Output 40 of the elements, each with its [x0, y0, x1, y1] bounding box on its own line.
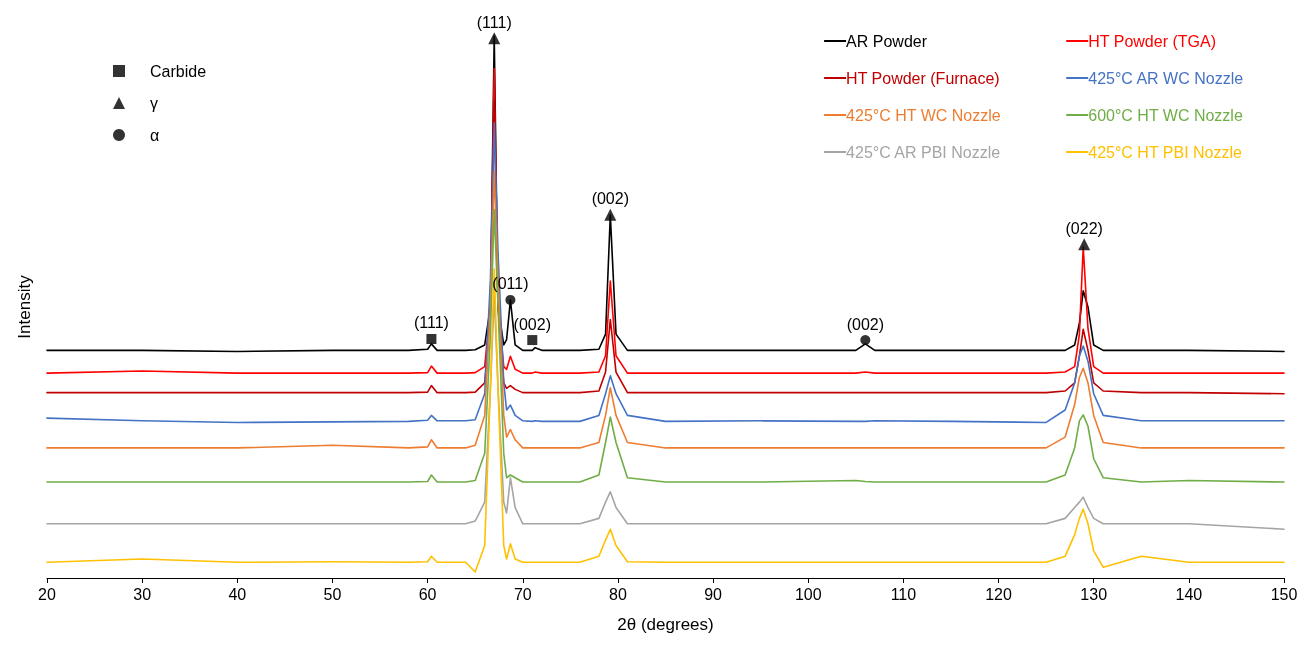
point: [505, 294, 516, 305]
legend-label: 600°C HT WC Nozzle: [1088, 106, 1243, 124]
legend-label: HT Powder (Furnace): [846, 69, 1000, 87]
legend-label: HT Powder (TGA): [1088, 32, 1216, 50]
point: [604, 208, 617, 221]
x-tick-label: 120: [985, 585, 1012, 603]
x-tick-label: 110: [890, 585, 917, 603]
legend-label: γ: [150, 94, 158, 112]
x-tick-label: 50: [323, 585, 342, 603]
legend-label: AR Powder: [846, 32, 928, 50]
legend-label: 425°C HT WC Nozzle: [846, 106, 1001, 124]
x-tick-label: 20: [38, 585, 56, 603]
legend-label: 425°C AR WC Nozzle: [1088, 69, 1244, 87]
annotation: (002): [591, 190, 629, 208]
x-tick-label: 40: [228, 585, 247, 603]
annotation: (022): [1065, 219, 1103, 237]
x-tick-label: 150: [1270, 585, 1298, 603]
point: [860, 335, 871, 346]
x-tick-label: 140: [1175, 585, 1203, 603]
x-tick-label: 130: [1080, 585, 1108, 603]
point: [488, 32, 501, 45]
annotation: (002): [846, 315, 884, 333]
legend-label: Carbide: [150, 62, 207, 80]
x-tick-label: 70: [513, 585, 532, 603]
point: [527, 335, 538, 346]
legend-label: 425°C AR PBI Nozzle: [846, 143, 1001, 161]
x-tick-label: 60: [418, 585, 437, 603]
annotation: (111): [413, 314, 449, 332]
legend-label: 425°C HT PBI Nozzle: [1088, 143, 1243, 161]
legend-label: α: [150, 126, 160, 144]
point: [1078, 238, 1091, 251]
x-tick-label: 30: [133, 585, 152, 603]
point: [426, 333, 437, 344]
x-tick-label: 90: [704, 585, 723, 603]
x-tick-label: 100: [794, 585, 822, 603]
annotation: (002): [513, 315, 551, 333]
annotation: (111): [476, 13, 512, 31]
x-tick-label: 80: [609, 585, 627, 603]
x-axis-title: 2θ (degrees): [617, 615, 714, 634]
y-axis-title: Intensity: [15, 274, 34, 339]
